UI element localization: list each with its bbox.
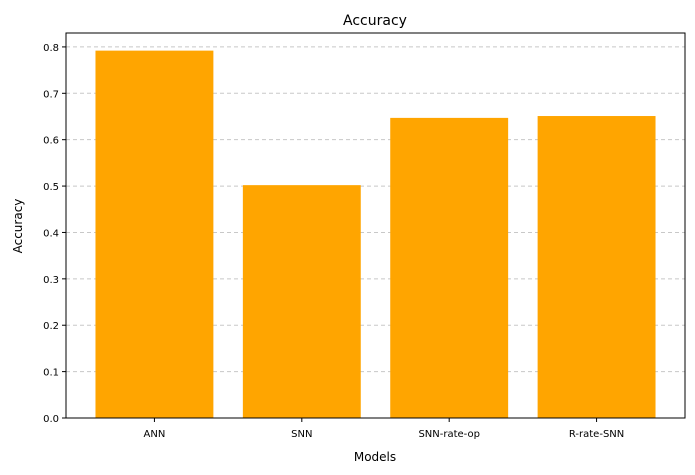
bar-snn <box>242 185 361 418</box>
y-axis-ticks: 0.0 0.1 0.2 0.3 0.4 0.5 0.6 0.7 0.8 <box>43 43 66 425</box>
bar-ann <box>95 50 214 419</box>
y-tick-label: 0.5 <box>43 182 59 193</box>
x-axis-title: Models <box>354 450 396 464</box>
x-tick-label: R-rate-SNN <box>569 429 624 440</box>
y-tick-label: 0.4 <box>43 228 59 239</box>
y-tick-label: 0.8 <box>43 43 59 54</box>
y-tick-label: 0.7 <box>43 89 59 100</box>
bars <box>95 50 656 419</box>
plot-frame <box>65 32 686 419</box>
gridlines <box>66 46 685 373</box>
y-tick-label: 0.2 <box>43 321 59 332</box>
chart-title: Accuracy <box>343 13 407 29</box>
bar-snn-rate-op <box>390 117 509 418</box>
y-tick-label: 0.3 <box>43 275 59 286</box>
x-tick-label: SNN-rate-op <box>418 429 480 440</box>
x-tick-label: ANN <box>144 429 166 440</box>
bar-r-rate-snn <box>537 116 656 418</box>
y-tick-label: 0.0 <box>43 414 59 425</box>
x-tick-label: SNN <box>291 429 312 440</box>
y-tick-label: 0.6 <box>43 136 59 147</box>
x-axis-ticks: ANN SNN SNN-rate-op R-rate-SNN <box>144 418 624 440</box>
y-axis-title: Accuracy <box>11 199 25 254</box>
y-tick-label: 0.1 <box>43 368 59 379</box>
